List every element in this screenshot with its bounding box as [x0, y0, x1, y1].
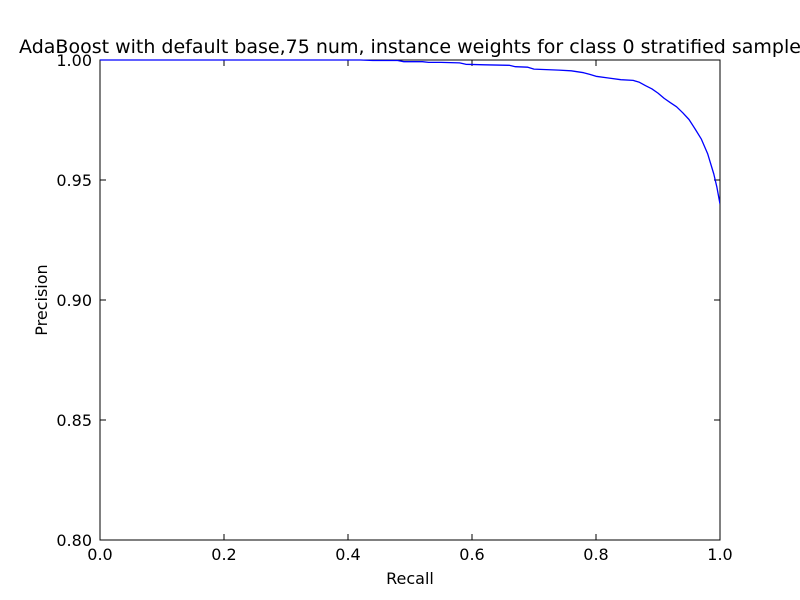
y-axis-label: Precision	[32, 264, 51, 335]
x-tick-label: 0.8	[583, 545, 608, 564]
chart-title: AdaBoost with default base,75 num, insta…	[19, 36, 800, 58]
y-tick-label: 0.85	[56, 411, 92, 430]
x-axis-label: Recall	[386, 569, 434, 588]
x-tick-label: 0.4	[335, 545, 360, 564]
series-line-0	[100, 59, 720, 205]
series-layer	[100, 59, 720, 205]
y-tick-label: 0.80	[56, 531, 92, 550]
x-tick-label: 0.0	[87, 545, 112, 564]
x-tick-label: 0.6	[459, 545, 484, 564]
plot-area	[99, 59, 721, 541]
y-tick-label: 1.00	[56, 51, 92, 70]
y-tick-label: 0.95	[56, 171, 92, 190]
x-tick-label: 1.0	[707, 545, 732, 564]
ticks: 0.0 0.2 0.4 0.6 0.8 1.0 0.80 0.85 0.90 0.95 1.00	[56, 51, 732, 564]
plot-frame	[99, 59, 721, 541]
y-tick-label: 0.90	[56, 291, 92, 310]
x-tick-label: 0.2	[211, 545, 236, 564]
